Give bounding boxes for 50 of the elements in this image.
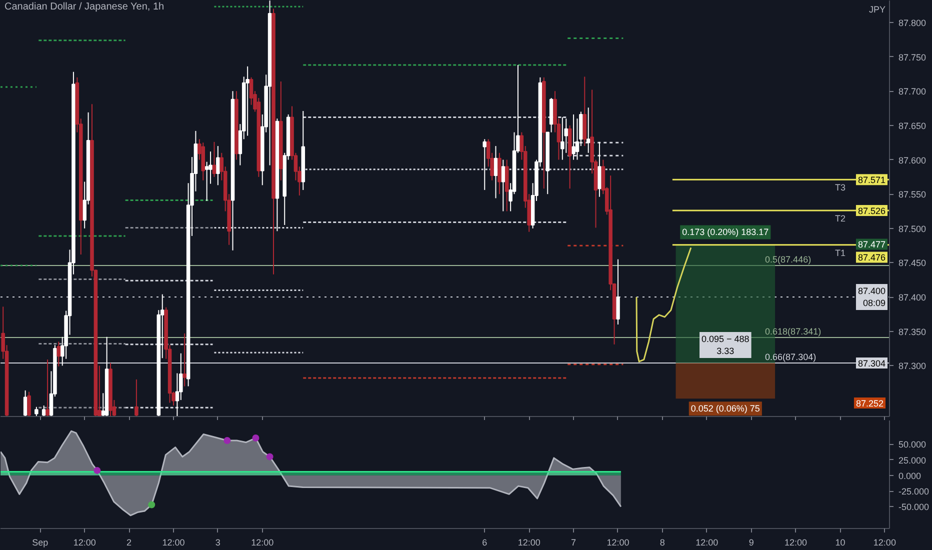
x-tick-label: 8: [660, 538, 665, 548]
ref-line-label: 0.66(87.304): [765, 352, 816, 362]
x-tick-label: 3: [215, 538, 220, 548]
y-tick-label: 87.350: [898, 326, 926, 337]
x-tick-label: 2: [126, 538, 132, 548]
x-tick-label: 12:00: [784, 538, 808, 548]
annotation: 87.252: [856, 398, 884, 408]
y-tick-label: 87.600: [898, 155, 926, 166]
annotation: 87.477: [858, 240, 886, 250]
annotation: 87.304: [858, 358, 886, 368]
x-tick-label: 10: [835, 538, 846, 548]
annotation: 0.173 (0.20%) 183.17: [682, 227, 769, 238]
x-tick-label: 7: [571, 538, 576, 548]
annotation: 87.526: [858, 206, 886, 216]
x-tick-label: 6: [482, 538, 488, 548]
x-tick-label: 12:00: [696, 538, 718, 548]
x-tick-label: 9: [748, 538, 754, 548]
x-tick-label: 12:00: [251, 538, 274, 548]
y-tick-label: 0.000: [898, 470, 922, 481]
x-tick-label: 12:00: [162, 538, 185, 548]
annotation: 0.052 (0.06%) 75: [690, 404, 760, 414]
x-tick-label: 12:00: [606, 538, 630, 548]
ref-line-label: 0.618(87.341): [765, 326, 822, 337]
annotation: 87.400 08:09: [858, 286, 886, 308]
y-tick-label: -50.000: [898, 502, 930, 512]
x-tick-label: 12:00: [518, 538, 540, 548]
y-tick-label: 87.300: [898, 361, 926, 372]
y-tick-label: 87.700: [898, 86, 926, 97]
y-tick-label: 87.500: [898, 224, 926, 234]
y-tick-label: -25.000: [898, 486, 930, 497]
x-tick-label: 12:00: [73, 538, 96, 548]
y-tick-label: 87.800: [898, 18, 926, 28]
annotation: 87.476: [858, 252, 886, 263]
y-tick-label: 87.450: [898, 258, 926, 268]
annotation: 0.095 − 488 3.33: [702, 334, 750, 356]
series-label: T2: [834, 214, 846, 224]
x-tick-label: 12:00: [873, 538, 896, 548]
y-axis-title: JPY: [868, 4, 886, 14]
ref-line-label: 0.5(87.446): [765, 254, 812, 264]
y-tick-label: 87.750: [898, 52, 926, 62]
chart-title: Canadian Dollar / Japanese Yen, 1h: [4, 2, 164, 12]
y-tick-label: 87.550: [898, 190, 926, 200]
legend-label: T1: [834, 248, 846, 258]
series-label: T3: [834, 182, 846, 193]
y-tick-label: 87.650: [898, 120, 926, 131]
y-tick-label: 87.400: [898, 292, 926, 303]
y-tick-label: 25.000: [898, 455, 926, 466]
annotation: 87.571: [858, 175, 886, 186]
x-tick-label: Sep: [32, 538, 48, 548]
y-tick-label: 50.000: [898, 440, 926, 450]
